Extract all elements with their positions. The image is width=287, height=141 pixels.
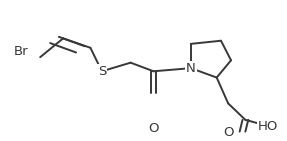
Text: N: N [186,62,196,75]
Text: O: O [148,122,159,135]
Text: HO: HO [258,120,278,133]
Text: S: S [98,65,106,78]
Text: Br: Br [14,45,29,58]
Text: O: O [223,126,233,139]
